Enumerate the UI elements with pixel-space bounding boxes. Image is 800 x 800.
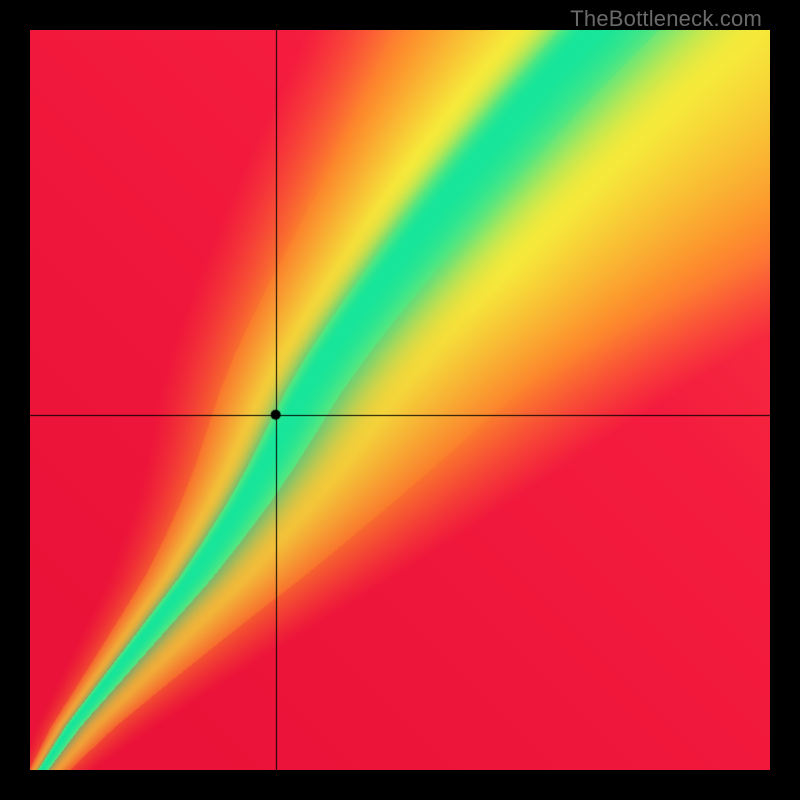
bottleneck-heatmap (30, 30, 770, 770)
heatmap-canvas (30, 30, 770, 770)
watermark-text: TheBottleneck.com (570, 6, 762, 32)
